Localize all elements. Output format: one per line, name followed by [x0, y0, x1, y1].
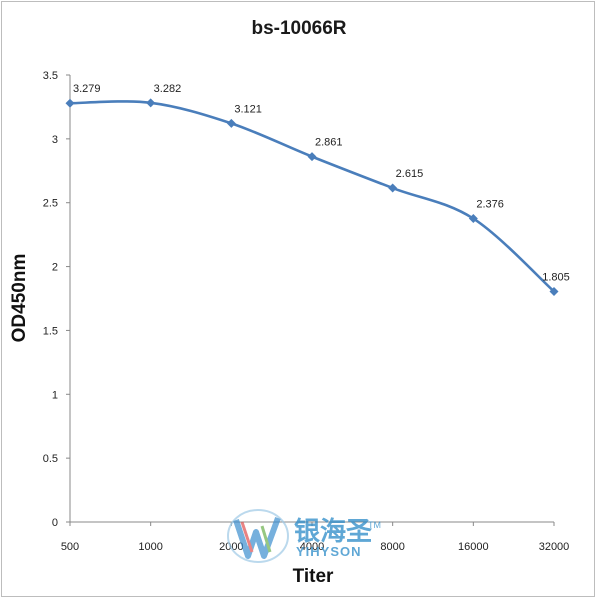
series-markers [65, 98, 559, 296]
data-point-marker [307, 152, 317, 162]
y-axis-title: OD450nm [9, 254, 30, 343]
y-tick-label: 3 [52, 134, 58, 146]
data-point-marker [468, 214, 478, 224]
series-line [68, 100, 556, 293]
data-labels: 3.279 3.282 3.121 2.861 2.615 2.376 1.805 [73, 83, 570, 284]
data-label: 1.805 [542, 271, 570, 283]
watermark-en-text: YIHYSON [296, 544, 362, 559]
x-tick-label: 4000 [300, 541, 324, 553]
x-tick-label: 32000 [539, 541, 570, 553]
x-tick-label: 16000 [458, 541, 489, 553]
x-axis-ticks: 500 1000 2000 4000 8000 16000 32000 [61, 522, 569, 553]
y-tick-label: 1.5 [43, 325, 58, 337]
data-point-marker [65, 98, 75, 108]
data-label: 3.279 [73, 83, 101, 95]
y-tick-label: 3.5 [43, 70, 58, 82]
data-point-marker [146, 98, 156, 108]
data-label: 2.615 [396, 168, 424, 180]
data-point-marker [549, 286, 559, 296]
data-label: 3.282 [154, 83, 182, 95]
data-label: 3.121 [234, 103, 262, 115]
x-axis-title: Titer [293, 566, 334, 587]
x-tick-label: 500 [61, 541, 79, 553]
data-point-marker [388, 183, 398, 193]
watermark-cn-text: 银海圣 [294, 517, 373, 547]
y-tick-label: 1 [52, 389, 58, 401]
data-point-marker [226, 118, 236, 128]
y-tick-label: 0 [52, 517, 58, 529]
x-tick-label: 1000 [138, 541, 162, 553]
x-tick-label: 8000 [380, 541, 404, 553]
y-tick-label: 0.5 [43, 453, 58, 465]
yihyson-logo-icon [227, 509, 289, 563]
data-label: 2.861 [315, 137, 343, 149]
yihyson-watermark: 银海圣 TM YIHYSON [227, 509, 381, 563]
y-tick-label: 2 [52, 262, 58, 274]
chart-title: bs-10066R [251, 18, 346, 39]
y-axis-ticks: 0 0.5 1 1.5 2 2.5 3 3.5 [43, 70, 70, 529]
watermark-tm: TM [368, 520, 381, 530]
y-tick-label: 2.5 [43, 198, 58, 210]
data-label: 2.376 [476, 199, 504, 211]
